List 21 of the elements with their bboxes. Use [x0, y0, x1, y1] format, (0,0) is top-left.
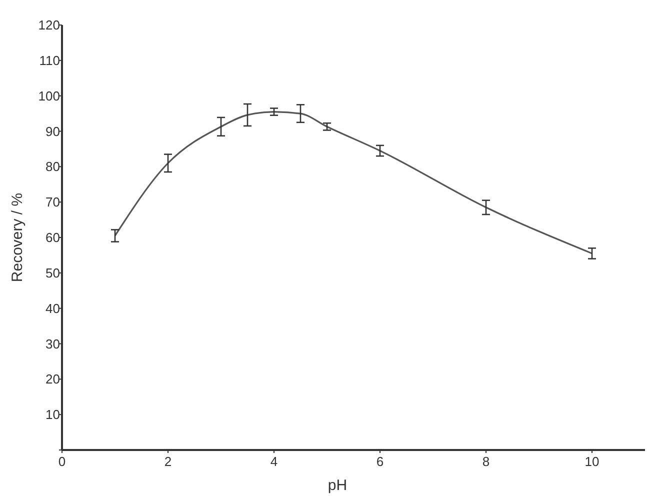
y-tick-label: 60 [46, 230, 60, 246]
x-tick-label: 0 [58, 454, 66, 469]
x-tick-label: 6 [376, 454, 384, 469]
y-axis-title: Recovery / % [9, 192, 26, 282]
x-tick-label: 8 [482, 454, 490, 469]
x-axis-title: pH [328, 477, 348, 494]
y-tick-label: 90 [46, 124, 60, 139]
x-tick-label: 2 [164, 454, 172, 469]
x-tick-label: 10 [584, 454, 600, 469]
y-tick-label: 100 [38, 88, 60, 104]
y-tick-label: 10 [46, 407, 60, 422]
y-tick-label: 120 [38, 18, 60, 33]
y-tick-label: 40 [46, 300, 60, 316]
y-tick-label: 30 [46, 336, 60, 352]
y-tick-label: 110 [39, 52, 60, 68]
y-tick-label: 50 [46, 265, 60, 280]
y-tick-label: 20 [46, 372, 60, 387]
x-tick-label: 4 [270, 454, 278, 469]
y-tick-label: 70 [46, 194, 60, 210]
line-series [114, 110, 593, 254]
y-tick-label: 80 [46, 159, 60, 174]
